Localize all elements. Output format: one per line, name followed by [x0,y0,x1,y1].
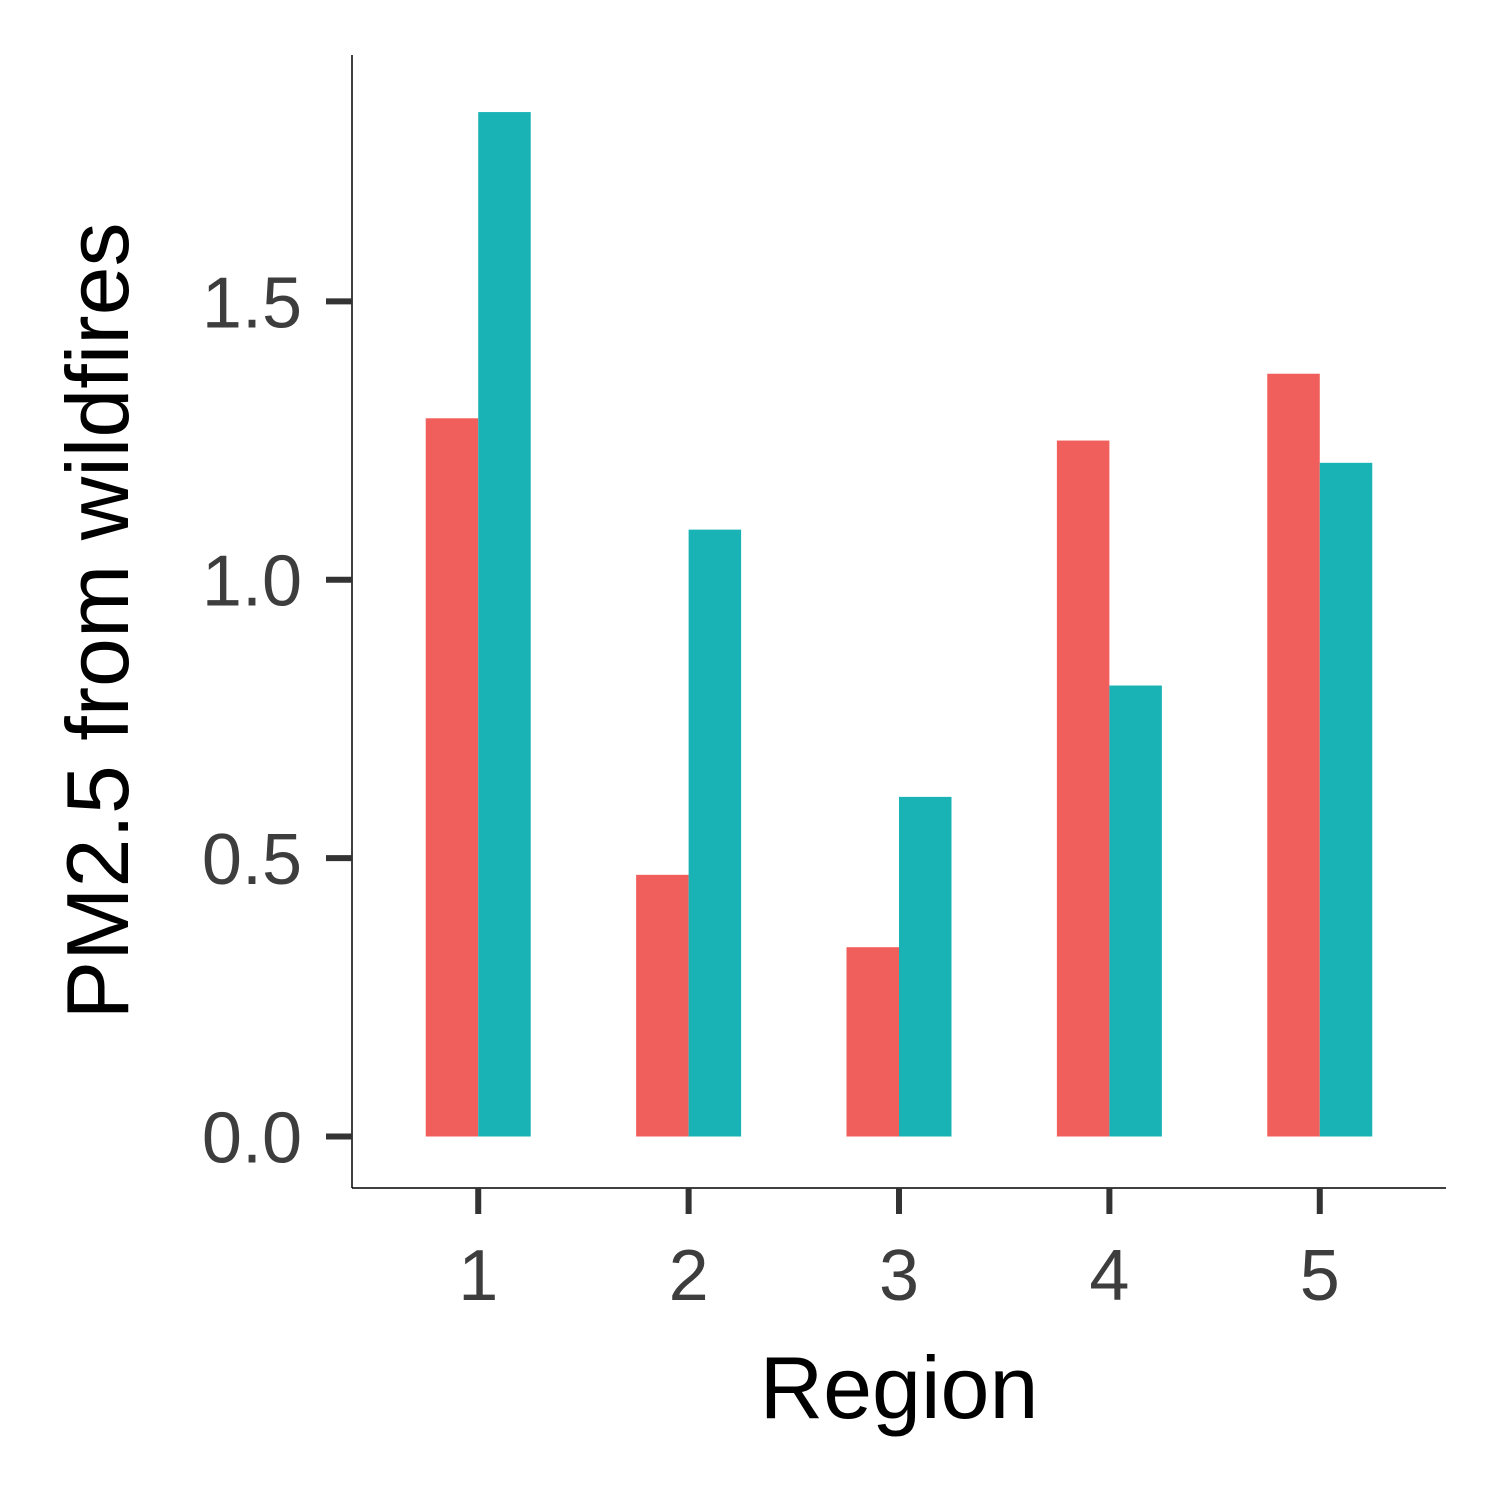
bar-region-1-series-2 [478,112,531,1137]
bar-region-1-series-1 [425,418,479,1137]
bar-region-4-series-2 [1109,685,1162,1137]
y-tick-label: 0.0 [202,1099,302,1179]
x-ticks-layer: 1 2 3 4 5 [458,1188,1340,1316]
y-tick-label: 0.5 [202,820,302,900]
x-axis-title: Region [760,1338,1039,1437]
bar-region-3-series-1 [846,947,899,1137]
bar-region-5-series-1 [1267,373,1320,1137]
bar-region-2-series-1 [636,874,689,1137]
x-tick-label: 4 [1089,1236,1129,1316]
bar-region-3-series-2 [899,796,952,1137]
x-tick-label: 2 [669,1236,709,1316]
x-tick-label: 1 [458,1236,498,1316]
bar-region-4-series-1 [1056,440,1110,1137]
bar-region-5-series-2 [1319,462,1373,1137]
x-tick-label: 3 [879,1236,919,1316]
y-axis-title: PM2.5 from wildfires [48,222,147,1019]
y-tick-label: 1.5 [202,263,302,343]
y-tick-label: 1.0 [202,542,302,622]
bars-layer [425,112,1373,1137]
x-tick-label: 5 [1300,1236,1340,1316]
bar-region-2-series-2 [688,529,742,1137]
y-ticks-layer: 0.0 0.5 1.0 1.5 [202,263,352,1179]
